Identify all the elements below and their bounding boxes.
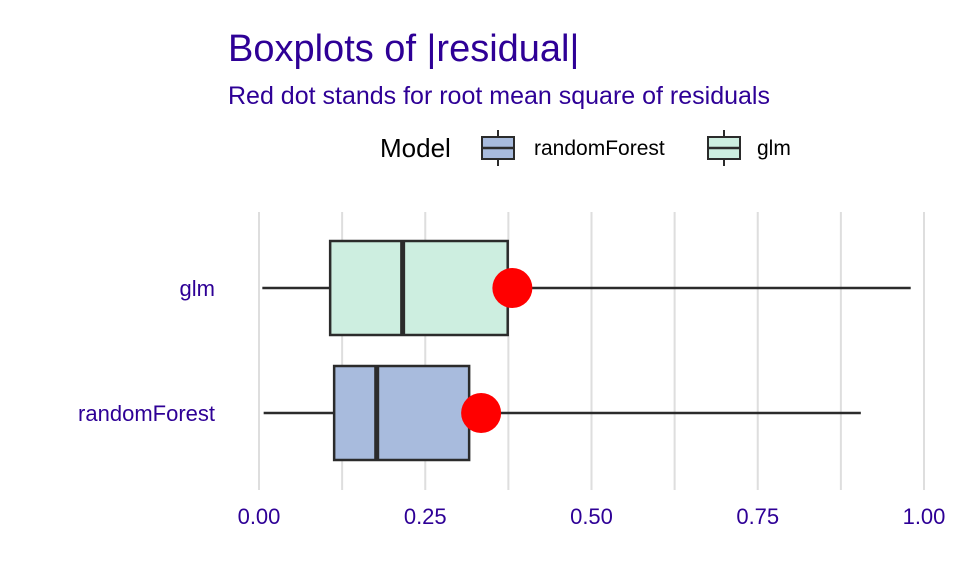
- legend-item-glm: glm: [707, 130, 791, 166]
- boxplot-series: [262, 239, 911, 462]
- rmse-dot: [461, 393, 502, 433]
- y-tick-label: glm: [180, 276, 215, 301]
- legend-item-randomForest: randomForest: [481, 130, 665, 166]
- rmse-dot: [492, 268, 533, 308]
- legend: Model randomForest glm: [380, 130, 791, 166]
- x-tick-label: 0.25: [404, 504, 447, 529]
- legend-label: randomForest: [534, 137, 665, 160]
- y-axis: glm randomForest: [78, 276, 215, 426]
- x-tick-label: 0.50: [570, 504, 613, 529]
- chart-title: Boxplots of |residual|: [228, 28, 579, 70]
- y-tick-label: randomForest: [78, 401, 215, 426]
- x-axis: 0.00 0.25 0.50 0.75 1.00: [238, 504, 946, 529]
- x-tick-label: 0.00: [238, 504, 281, 529]
- x-tick-label: 1.00: [903, 504, 946, 529]
- box-iqr: [328, 239, 509, 337]
- legend-label: glm: [757, 137, 791, 160]
- x-tick-label: 0.75: [736, 504, 779, 529]
- legend-entries: randomForest glm: [481, 130, 791, 166]
- legend-title: Model: [380, 133, 451, 163]
- box-iqr: [332, 364, 471, 462]
- boxplot-randomForest: [263, 364, 861, 462]
- chart-subtitle: Red dot stands for root mean square of r…: [228, 82, 770, 110]
- boxplot-glm: [262, 239, 911, 337]
